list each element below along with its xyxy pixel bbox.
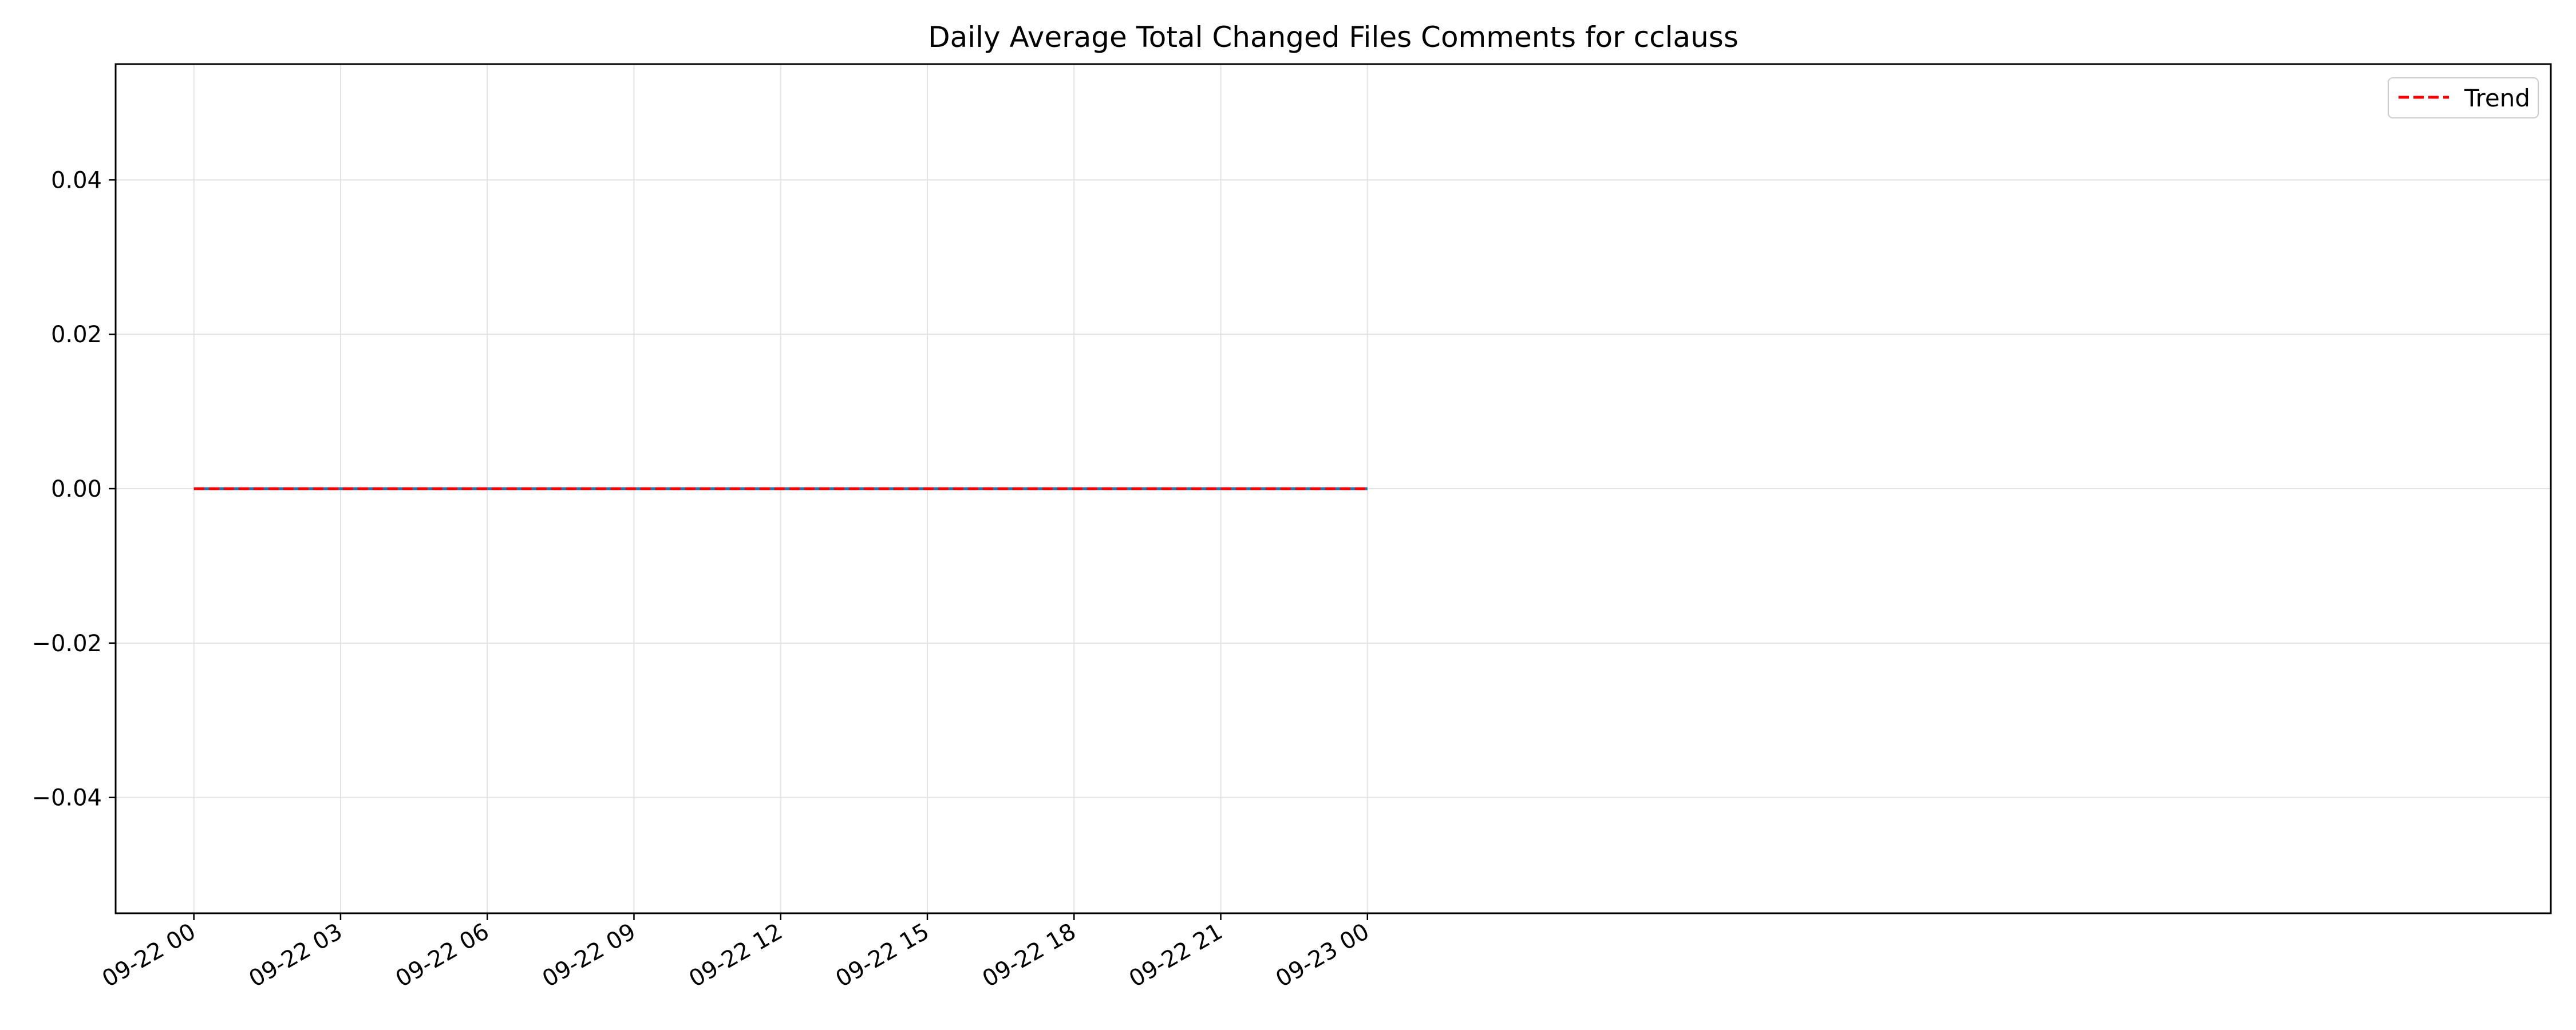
y-axis: 0.04 0.02 0.00 −0.02 −0.04 [31,167,116,811]
y-tick-label: 0.02 [51,322,102,348]
legend-box [2388,77,2539,118]
y-tick-label: 0.04 [51,167,102,193]
y-tick-label: 0.00 [51,476,102,502]
chart-title: Daily Average Total Changed Files Commen… [928,21,1739,54]
y-tick-label: −0.04 [31,785,102,811]
legend-label-trend: Trend [2464,84,2530,112]
legend: Trend [2388,77,2539,118]
y-tick-label: −0.02 [31,631,102,657]
